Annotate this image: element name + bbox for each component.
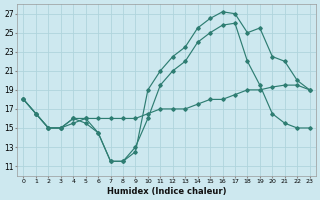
- X-axis label: Humidex (Indice chaleur): Humidex (Indice chaleur): [107, 187, 226, 196]
